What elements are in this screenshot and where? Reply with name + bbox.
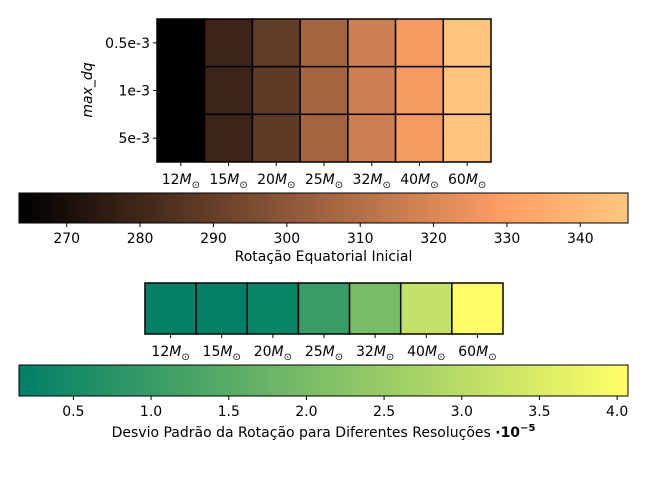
colorbar-rotation-tick-label: 320 [420,231,447,247]
colorbar-std-gradient [18,364,629,397]
heatmap-rotation-cell [203,65,254,116]
heatmap-std-cell [195,282,249,335]
colorbar-rotation-tick-label: 270 [53,231,80,247]
heatmap-rotation-cell [347,18,397,68]
colorbar-std-tick-label: 0.5 [62,404,84,420]
colorbar-std-tick-label: 1.5 [218,404,240,420]
heatmap-rotation-x-tick-label: 32M⊙ [353,172,391,191]
colorbar-rotation-tick-label: 300 [273,231,300,247]
heatmap-rotation-cells [156,18,492,163]
heatmap-rotation-cell [156,65,206,116]
heatmap-rotation-x-ticks: 12M⊙ 15M⊙ 20M⊙ 25M⊙ 32M⊙ 40M⊙ 60M⊙ [162,162,486,191]
heatmap-rotation-x-tick-label: 15M⊙ [209,172,247,191]
colorbar-rotation-tick-label: 310 [347,231,374,247]
heatmap-std-cell [246,282,300,335]
heatmap-rotation-cell [203,113,254,163]
heatmap-rotation-cell [299,18,349,68]
colorbar-std-tick-label: 4.0 [606,404,628,420]
heatmap-rotation-cell [442,18,492,68]
heatmap-rotation-cell [347,113,397,163]
colorbar-std-tick-label: 1.0 [140,404,162,420]
colorbar-rotation-tick-label: 340 [567,231,594,247]
heatmap-std-x-tick-label: 25M⊙ [305,344,343,363]
heatmap-rotation-cell [156,18,206,68]
heatmap-std-x-ticks: 12M⊙ 15M⊙ 20M⊙ 25M⊙ 32M⊙ 40M⊙ 60M⊙ [151,334,497,363]
heatmap-rotation-x-tick-label: 40M⊙ [400,172,438,191]
heatmap-std-cells [144,282,504,335]
heatmap-rotation-x-tick-label: 12M⊙ [162,172,200,191]
heatmap-rotation-cell [394,18,445,68]
heatmap-std-cell [399,282,453,335]
colorbar-std-tick-label: 2.5 [373,404,395,420]
colorbar-std-tick-label: 2.0 [295,404,317,420]
colorbar-rotation-tick-label: 290 [200,231,227,247]
heatmap-std-x-tick-label: 60M⊙ [458,344,496,363]
colorbar-std-tick-label: 3.5 [528,404,550,420]
colorbar-std-label-text: Desvio Padrão da Rotação para Diferentes… [112,425,496,441]
heatmap-std-x-tick-label: 40M⊙ [407,344,445,363]
colorbar-rotation-label: Rotação Equatorial Inicial [235,249,413,265]
heatmap-rotation-cell [347,65,397,116]
heatmap-rotation-y-tick-label: 1e-3 [119,84,150,100]
heatmap-rotation-x-tick-label: 20M⊙ [257,172,295,191]
heatmap-rotation-y-tick-label: 0.5e-3 [105,36,150,52]
colorbar-rotation-tick-label: 330 [494,231,521,247]
heatmap-rotation-cell [394,113,445,163]
heatmap-std: 12M⊙ 15M⊙ 20M⊙ 25M⊙ 32M⊙ 40M⊙ 60M⊙ [144,282,504,363]
heatmap-rotation-cell [299,113,349,163]
heatmap-std-x-tick-label: 12M⊙ [151,344,189,363]
heatmap-rotation-cell [251,113,301,163]
heatmap-std-cell [144,282,197,335]
heatmap-rotation-cell [442,113,492,163]
heatmap-std-x-tick-label: 20M⊙ [254,344,292,363]
colorbar-rotation-gradient [18,192,629,224]
colorbar-std-tick-label: 3.0 [451,404,473,420]
heatmap-rotation-y-tick-label: 5e-3 [119,131,150,147]
colorbar-rotation-ticks: 270 280 290 300 310 320 330 340 [53,223,594,247]
heatmap-std-x-tick-label: 15M⊙ [203,344,241,363]
colorbar-std-label: Desvio Padrão da Rotação para Diferentes… [112,423,536,441]
heatmap-rotation-cell [203,18,254,68]
colorbar-std-ticks: 0.5 1.0 1.5 2.0 2.5 3.0 3.5 4.0 [62,396,628,420]
heatmap-rotation-cell [251,65,301,116]
heatmap-rotation-x-tick-label: 25M⊙ [305,172,343,191]
heatmap-rotation-cell [156,113,206,163]
colorbar-rotation-tick-label: 280 [127,231,154,247]
heatmap-std-x-tick-label: 32M⊙ [356,344,394,363]
heatmap-std-cell [297,282,351,335]
heatmap-std-cell [451,282,504,335]
colorbar-std-label-exponent: −5 [520,423,535,434]
heatmap-rotation-y-ticks: 0.5e-3 1e-3 5e-3 [105,36,157,147]
heatmap-rotation: 0.5e-3 1e-3 5e-3 12M⊙ 15M⊙ 20M⊙ 25M⊙ 32M⊙ 40M⊙ 6… [80,18,492,191]
colorbar-rotation: 270 280 290 300 310 320 330 340 Rotação Equator… [18,192,629,265]
heatmap-rotation-cell [394,65,445,116]
heatmap-rotation-cell [251,18,301,68]
heatmap-rotation-cell [442,65,492,116]
heatmap-rotation-x-tick-label: 60M⊙ [448,172,486,191]
colorbar-std-label-factor: ·10 [495,425,520,441]
heatmap-rotation-y-label: max_dq [80,62,96,117]
colorbar-std: 0.5 1.0 1.5 2.0 2.5 3.0 3.5 4.0 Desvio Padrão d… [18,364,629,441]
heatmap-std-cell [348,282,402,335]
heatmap-rotation-cell [299,65,349,116]
